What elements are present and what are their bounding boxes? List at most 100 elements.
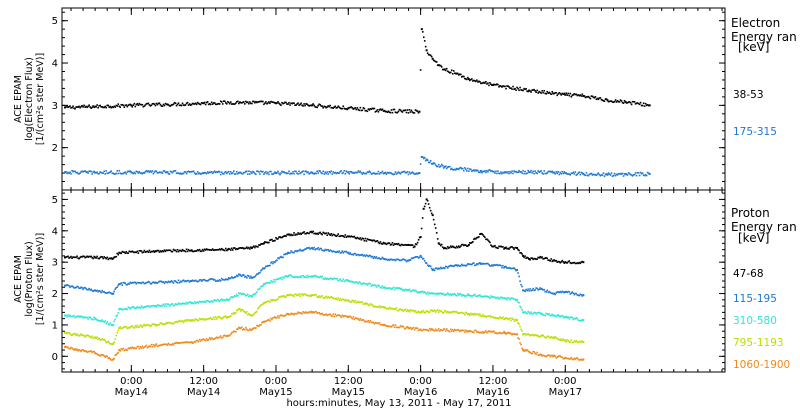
proton-point (270, 298, 272, 301)
electron-point (104, 173, 106, 175)
proton-point (570, 316, 573, 318)
electron-point (490, 83, 492, 86)
proton-point (142, 324, 145, 327)
proton-point (509, 246, 511, 249)
proton-point (101, 338, 103, 340)
proton-point (526, 312, 528, 315)
proton-point (243, 274, 245, 277)
proton-point (296, 312, 298, 315)
electron-point (554, 173, 557, 175)
electron-point (143, 105, 146, 107)
proton-point (479, 232, 482, 235)
electron-point (338, 106, 341, 109)
proton-point (400, 309, 403, 312)
proton-point (162, 281, 165, 283)
proton-point (306, 231, 308, 234)
electron-point (378, 109, 381, 111)
proton-point (210, 318, 213, 321)
proton-point (247, 293, 249, 296)
proton-point (129, 250, 132, 253)
electron-point (414, 173, 417, 175)
proton-point (235, 274, 238, 277)
proton-point (250, 275, 252, 278)
electron-point (288, 170, 290, 173)
electron-point (624, 173, 627, 176)
electron-point (123, 171, 126, 174)
proton-point (335, 251, 338, 254)
electron-point (189, 104, 192, 106)
electron-point (344, 172, 347, 175)
proton-point (93, 350, 95, 353)
proton-point (267, 300, 269, 303)
proton-point (379, 306, 382, 309)
proton-point (344, 250, 347, 253)
proton-point (97, 338, 99, 340)
proton-point (270, 317, 272, 320)
proton-point (429, 309, 432, 311)
electron-point (111, 172, 114, 175)
proton-point (129, 347, 132, 349)
proton-point (560, 291, 563, 294)
electron-point (602, 99, 605, 102)
electron-point (402, 109, 405, 112)
proton-point (224, 335, 227, 337)
proton-point (202, 278, 205, 281)
proton-point (229, 296, 232, 299)
proton-point (558, 315, 561, 317)
electron-plot-frame (61, 7, 726, 191)
proton-point (507, 267, 509, 269)
proton-point (160, 343, 163, 346)
electron-point (456, 167, 459, 170)
proton-point (393, 258, 396, 261)
proton-point (197, 280, 200, 283)
proton-point (413, 328, 416, 331)
proton-point (85, 256, 87, 258)
proton-point (198, 279, 201, 281)
electron-point (548, 91, 551, 94)
proton-point (314, 293, 316, 296)
electron-point (585, 96, 588, 98)
proton-point (253, 245, 255, 247)
proton-point (191, 319, 194, 322)
electron-point (144, 171, 147, 173)
electron-point (628, 172, 631, 175)
proton-point (352, 254, 355, 256)
proton-point (538, 336, 540, 338)
proton-point (412, 257, 415, 259)
proton-point (152, 323, 155, 326)
electron-point (500, 171, 502, 173)
proton-point (328, 278, 331, 280)
proton-point (455, 311, 458, 313)
proton-point (359, 281, 362, 284)
electron-point (524, 88, 526, 91)
electron-point (244, 171, 246, 174)
proton-point (77, 285, 79, 288)
proton-point (220, 337, 223, 339)
electron-point (570, 95, 573, 98)
proton-point (231, 331, 234, 334)
proton-point (521, 330, 523, 332)
proton-point (303, 311, 305, 314)
proton-point (75, 316, 77, 318)
electron-point (626, 101, 629, 104)
proton-point (381, 285, 384, 287)
electron-point (321, 105, 323, 107)
proton-point (214, 316, 217, 318)
electron-point (571, 172, 574, 174)
xtick-label-time: 0:00 (554, 376, 576, 387)
proton-point (182, 302, 185, 305)
proton-point (177, 342, 180, 344)
proton-point (392, 244, 395, 246)
proton-point (156, 323, 159, 326)
proton-point (379, 286, 382, 289)
proton-point (335, 235, 338, 238)
proton-point (134, 347, 137, 350)
proton-point (579, 262, 582, 265)
electron-point (369, 171, 372, 174)
proton-point (462, 329, 464, 332)
proton-point (240, 327, 242, 330)
proton-point (203, 318, 206, 320)
electron-point (446, 166, 449, 168)
electron-point (148, 171, 151, 173)
proton-point (196, 339, 199, 342)
